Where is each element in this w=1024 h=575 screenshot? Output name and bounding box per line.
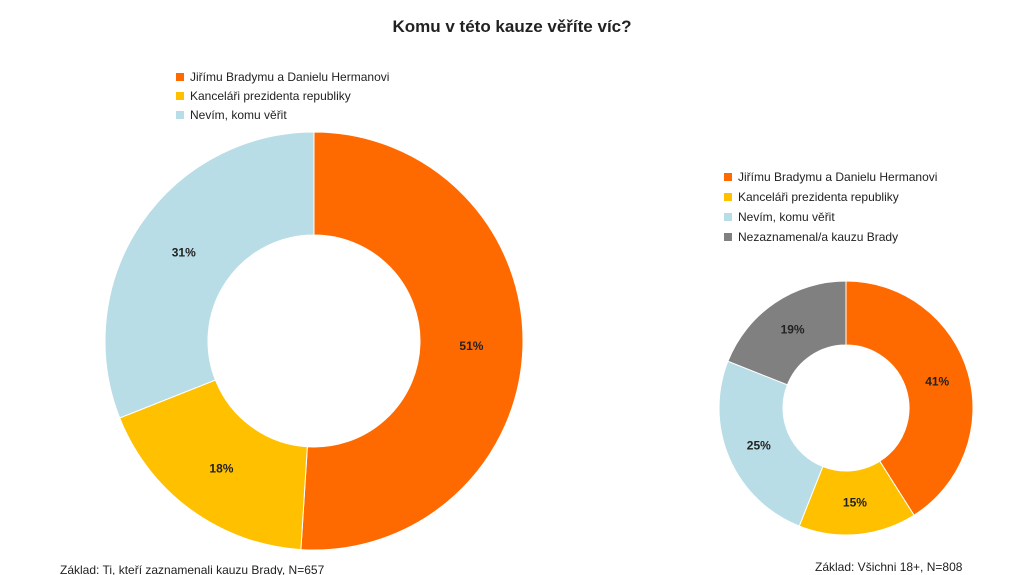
legend-swatch — [176, 73, 184, 81]
legend-swatch — [724, 173, 732, 181]
legend-swatch — [724, 193, 732, 201]
slice-label: 15% — [843, 496, 867, 510]
legend-swatch — [176, 111, 184, 119]
donut-slice — [300, 131, 524, 551]
base-note-right: Základ: Všichni 18+, N=808 — [815, 560, 963, 574]
legend-entry: Jiřímu Bradymu a Danielu Hermanovi — [190, 70, 389, 84]
donut-slice — [119, 379, 308, 551]
donut-slice — [718, 360, 824, 527]
slice-label: 31% — [172, 245, 196, 259]
legend-entry: Kanceláři prezidenta republiky — [738, 190, 899, 204]
slice-label: 41% — [925, 374, 949, 388]
legend-swatch — [176, 92, 184, 100]
donut-chart-right: 41% 15% 25% 19% Jiřímu Bradymu a Danielu Her… — [718, 170, 974, 536]
legend-swatch — [724, 213, 732, 221]
chart-title: Komu v této kauze věříte víc? — [392, 17, 631, 36]
donut-slice — [727, 280, 847, 386]
slice-label: 18% — [209, 461, 233, 475]
legend-entry: Nevím, komu věřit — [738, 210, 835, 224]
slice-label: 25% — [747, 439, 771, 453]
legend-entry: Nezaznamenal/a kauzu Brady — [738, 230, 898, 244]
legend-entry: Nevím, komu věřit — [190, 108, 287, 122]
slice-label: 51% — [459, 339, 483, 353]
base-note-left: Základ: Ti, kteří zaznamenali kauzu Brad… — [60, 563, 325, 575]
donut-chart-left: 51% 18% 31% Jiřímu Bradymu a Danielu Herman… — [104, 70, 524, 551]
legend-entry: Kanceláři prezidenta republiky — [190, 89, 351, 103]
donut-slice — [845, 280, 974, 516]
legend-swatch — [724, 233, 732, 241]
legend-entry: Jiřímu Bradymu a Danielu Hermanovi — [738, 170, 937, 184]
donut-slice — [104, 131, 315, 419]
slice-label: 19% — [781, 322, 805, 336]
